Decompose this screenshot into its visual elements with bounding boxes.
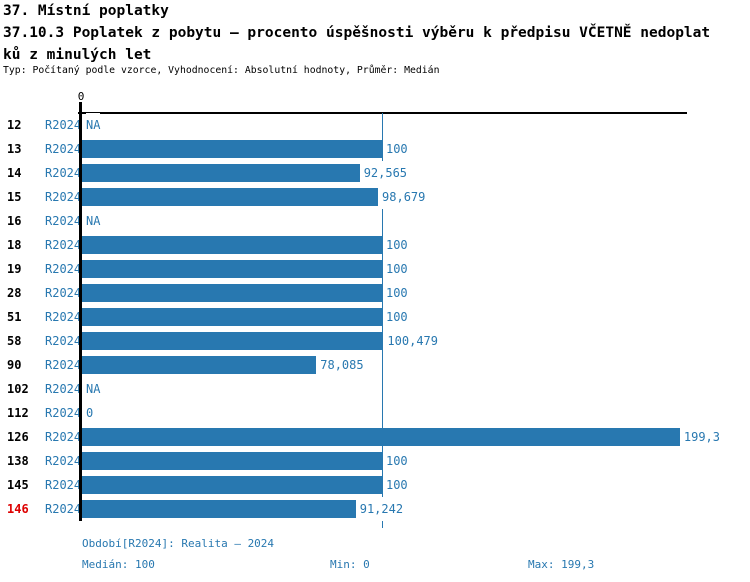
- bar: [82, 236, 382, 254]
- bar-value-label: NA: [86, 377, 101, 401]
- chart-subtitle-line1: 37.10.3 Poplatek z pobytu – procento úsp…: [3, 25, 711, 41]
- bar: [82, 188, 379, 206]
- row-category-label: 16: [7, 214, 22, 228]
- median-line: [381, 113, 383, 528]
- chart-row: 51 R2024 100: [0, 305, 750, 329]
- row-category-label: 90: [7, 358, 22, 372]
- bar-value-label: 100: [385, 257, 408, 281]
- bar: [82, 260, 382, 278]
- axis-left-line: [79, 102, 82, 521]
- row-category-label: 102: [7, 382, 29, 396]
- bar-value-label: 100: [385, 449, 408, 473]
- bar-value-label: 199,3: [683, 425, 720, 449]
- footer-min-stat: Min: 0: [330, 558, 370, 571]
- bar: [82, 164, 360, 182]
- bar-value-label: 100,479: [387, 329, 438, 353]
- row-period-label: R2024: [45, 238, 82, 252]
- bar: [82, 428, 680, 446]
- bar-value-label: NA: [86, 113, 101, 137]
- chart-row: 16 R2024 NA: [0, 209, 750, 233]
- bar-value-label: 92,565: [363, 161, 408, 185]
- chart-row: 145 R2024 100: [0, 473, 750, 497]
- bar: [82, 332, 384, 350]
- chart-row: 58 R2024 100,479: [0, 329, 750, 353]
- chart-subtitle-line2: ků z minulých let: [3, 47, 152, 63]
- row-period-label: R2024: [45, 190, 82, 204]
- chart-row: 146 R2024 91,242: [0, 497, 750, 521]
- bar: [82, 284, 382, 302]
- row-period-label: R2024: [45, 262, 82, 276]
- chart-row: 14 R2024 92,565: [0, 161, 750, 185]
- row-category-label: 126: [7, 430, 29, 444]
- row-period-label: R2024: [45, 214, 82, 228]
- bar-value-label: 100: [385, 305, 408, 329]
- chart-rows: 12 R2024 NA 13 R2024 100 14 R2024 92,565…: [0, 113, 750, 521]
- row-period-label: R2024: [45, 142, 82, 156]
- row-category-label: 146: [7, 502, 29, 516]
- row-category-label: 51: [7, 310, 22, 324]
- axis-zero-tick-label: 0: [77, 90, 85, 103]
- bar: [82, 356, 317, 374]
- row-period-label: R2024: [45, 358, 82, 372]
- bar-value-label: 100: [385, 473, 408, 497]
- bar: [82, 500, 356, 518]
- row-period-label: R2024: [45, 310, 82, 324]
- chart-row: 15 R2024 98,679: [0, 185, 750, 209]
- row-category-label: 138: [7, 454, 29, 468]
- bar: [82, 140, 382, 158]
- row-category-label: 14: [7, 166, 22, 180]
- row-category-label: 18: [7, 238, 22, 252]
- chart-row: 12 R2024 NA: [0, 113, 750, 137]
- footer-max-stat: Max: 199,3: [528, 558, 595, 571]
- row-period-label: R2024: [45, 502, 82, 516]
- chart-row: 138 R2024 100: [0, 449, 750, 473]
- chart-row: 13 R2024 100: [0, 137, 750, 161]
- row-category-label: 19: [7, 262, 22, 276]
- bar-value-label: 100: [385, 281, 408, 305]
- footer-median-stat: Medián: 100: [82, 558, 155, 571]
- row-period-label: R2024: [45, 454, 82, 468]
- row-category-label: 112: [7, 406, 29, 420]
- chart-row: 19 R2024 100: [0, 257, 750, 281]
- row-category-label: 12: [7, 118, 22, 132]
- row-period-label: R2024: [45, 166, 82, 180]
- chart-row: 102 R2024 NA: [0, 377, 750, 401]
- bar-value-label: 0: [86, 401, 94, 425]
- row-category-label: 13: [7, 142, 22, 156]
- bar-value-label: 78,085: [320, 353, 364, 377]
- row-period-label: R2024: [45, 478, 82, 492]
- chart-row: 18 R2024 100: [0, 233, 750, 257]
- footer-period-label: Období[R2024]: Realita – 2024: [82, 537, 275, 550]
- row-period-label: R2024: [45, 430, 82, 444]
- bar-value-label: 98,679: [382, 185, 426, 209]
- bar-value-label: NA: [86, 209, 101, 233]
- row-period-label: R2024: [45, 382, 82, 396]
- page-title: 37. Místní poplatky: [3, 3, 169, 19]
- bar: [82, 452, 382, 470]
- row-category-label: 28: [7, 286, 22, 300]
- chart-row: 126 R2024 199,3: [0, 425, 750, 449]
- bar-value-label: 100: [385, 137, 408, 161]
- chart-row: 90 R2024 78,085: [0, 353, 750, 377]
- row-period-label: R2024: [45, 334, 82, 348]
- bar: [82, 476, 382, 494]
- row-period-label: R2024: [45, 118, 82, 132]
- bar-value-label: 91,242: [359, 497, 404, 521]
- row-category-label: 58: [7, 334, 22, 348]
- row-period-label: R2024: [45, 406, 82, 420]
- row-category-label: 145: [7, 478, 29, 492]
- chart-row: 28 R2024 100: [0, 281, 750, 305]
- bar-value-label: 100: [385, 233, 408, 257]
- chart-row: 112 R2024 0: [0, 401, 750, 425]
- bar: [82, 308, 382, 326]
- chart-meta-info: Typ: Počítaný podle vzorce, Vyhodnocení:…: [3, 65, 440, 76]
- row-category-label: 15: [7, 190, 22, 204]
- row-period-label: R2024: [45, 286, 82, 300]
